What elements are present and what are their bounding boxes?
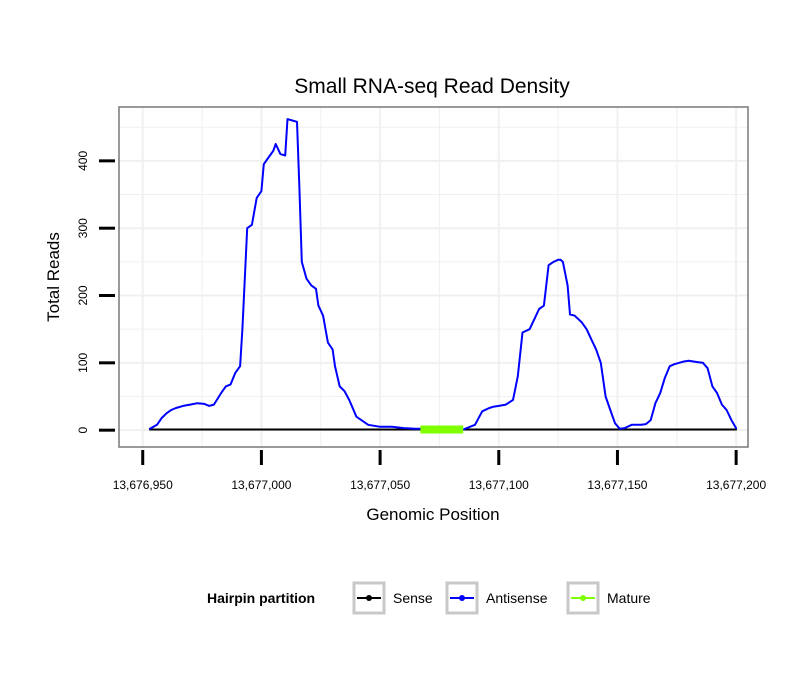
x-axis: 13,676,950 13,677,000 13,677,050 13,677,100… bbox=[113, 450, 766, 492]
x-tick-label: 13,677,150 bbox=[587, 478, 647, 492]
x-tick-label: 13,677,100 bbox=[469, 478, 529, 492]
y-tick-label: 0 bbox=[76, 427, 90, 434]
x-tick-label: 13,677,200 bbox=[706, 478, 766, 492]
y-axis: 0 100 200 300 400 bbox=[76, 151, 115, 434]
x-axis-title: Genomic Position bbox=[366, 505, 499, 524]
legend-label: Mature bbox=[607, 590, 651, 606]
x-tick-label: 13,676,950 bbox=[113, 478, 173, 492]
x-tick-label: 13,677,000 bbox=[231, 478, 291, 492]
series-line-antisense bbox=[148, 118, 738, 431]
legend: Hairpin partition Sense Antisense Mature bbox=[207, 581, 651, 615]
legend-item-sense: Sense bbox=[352, 581, 433, 615]
series-layer bbox=[148, 118, 738, 434]
plot-border bbox=[118, 106, 749, 448]
y-tick-label: 300 bbox=[76, 218, 90, 238]
legend-item-mature: Mature bbox=[566, 581, 651, 615]
chart-title: Small RNA-seq Read Density bbox=[294, 75, 570, 98]
legend-key-point bbox=[459, 595, 465, 601]
legend-label: Antisense bbox=[486, 590, 548, 606]
y-axis-title: Total Reads bbox=[44, 232, 63, 322]
y-tick-label: 100 bbox=[76, 353, 90, 373]
legend-item-antisense: Antisense bbox=[445, 581, 548, 615]
legend-key-point bbox=[580, 595, 586, 601]
x-tick-label: 13,677,050 bbox=[350, 478, 410, 492]
legend-key-point bbox=[366, 595, 372, 601]
legend-title: Hairpin partition bbox=[207, 590, 315, 606]
y-tick-label: 400 bbox=[76, 151, 90, 171]
legend-label: Sense bbox=[393, 590, 433, 606]
plot-panel bbox=[119, 107, 748, 447]
y-tick-label: 200 bbox=[76, 285, 90, 305]
